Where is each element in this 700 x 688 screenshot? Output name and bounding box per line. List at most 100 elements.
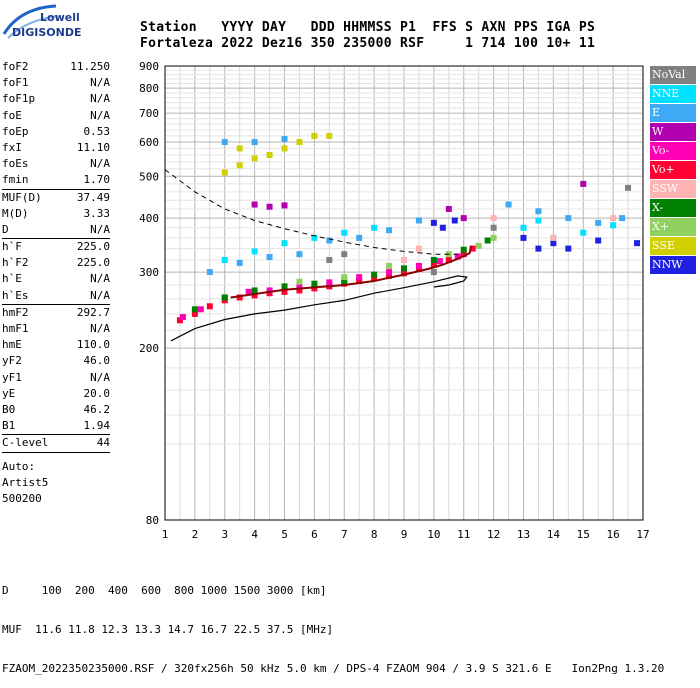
data-point-nnw — [439, 224, 446, 231]
parameter-value: N/A — [90, 76, 110, 90]
parameter-name: MUF(D) — [2, 190, 42, 204]
parameter-value: N/A — [90, 322, 110, 335]
data-point-noval — [490, 224, 497, 231]
data-point-sse — [236, 145, 243, 152]
footer-distance-row: D 100 200 400 600 800 1000 1500 3000 [km… — [2, 584, 327, 597]
parameter-row: yF1 N/A — [2, 370, 110, 386]
data-point-vo — [371, 275, 378, 282]
panel-separator — [2, 303, 110, 305]
data-point-nnw — [451, 217, 458, 224]
data-point-vo — [460, 251, 467, 258]
parameter-name: foEs — [2, 157, 29, 171]
legend-item: SSW — [650, 180, 696, 198]
digisonde-logo: Lowell DIGISONDE — [0, 0, 110, 60]
parameter-row: hmF1 N/A — [2, 321, 110, 337]
x-tick-label: 9 — [401, 528, 408, 541]
footer: D 100 200 400 600 800 1000 1500 3000 [km… — [2, 558, 664, 688]
data-point-nnw — [535, 245, 542, 252]
legend-item: X- — [650, 199, 696, 217]
parameter-row: B1 1.94 — [2, 418, 110, 434]
parameter-name: foF2 — [2, 60, 29, 73]
parameter-row: D N/A — [2, 222, 110, 238]
data-point-nne — [371, 224, 378, 231]
x-tick-label: 14 — [547, 528, 561, 541]
data-point-e — [535, 208, 542, 215]
data-point-vo — [179, 314, 186, 321]
data-point-noval — [341, 251, 348, 258]
legend-item: SSE — [650, 237, 696, 255]
footer-muf-row: MUF 11.6 11.8 12.3 13.3 14.7 16.7 22.5 3… — [2, 623, 334, 636]
parameter-name: h`F — [2, 240, 22, 254]
data-point-vo — [436, 258, 443, 265]
parameter-name: B1 — [2, 419, 16, 433]
y-tick-label: 500 — [139, 170, 159, 183]
data-point-ssw — [415, 245, 422, 252]
parameter-value: N/A — [90, 222, 110, 236]
data-point-vo — [386, 269, 393, 276]
parameter-value: 20.0 — [83, 386, 111, 400]
x-tick-label: 5 — [281, 528, 288, 541]
parameter-row: h`E N/A — [2, 271, 110, 287]
data-point-vo — [266, 287, 273, 294]
parameter-value: 37.49 — [76, 190, 110, 204]
data-point-vo — [469, 245, 476, 252]
y-tick-label: 200 — [139, 342, 159, 355]
parameter-row: foF1 N/A — [2, 75, 110, 91]
parameter-row: h`F 225.0 — [2, 239, 110, 255]
data-point-ssw — [610, 215, 617, 222]
parameter-value: 11.250 — [70, 60, 110, 73]
data-point-x — [341, 274, 348, 281]
parameter-row: MUF(D) 37.49 — [2, 190, 110, 206]
data-point-vo — [296, 283, 303, 290]
y-tick-label: 800 — [139, 82, 159, 95]
data-point-sse — [281, 145, 288, 152]
parameter-row: foF2 11.250 — [2, 59, 110, 75]
autoscaling-info: Auto: Artist5 500200 — [2, 459, 110, 507]
x-tick-label: 12 — [487, 528, 500, 541]
parameter-name: D — [2, 222, 9, 236]
legend-item: NoVal — [650, 66, 696, 84]
data-point-e — [206, 269, 213, 276]
data-point-sse — [221, 169, 228, 176]
data-point-w — [266, 203, 273, 210]
parameter-name: hmF1 — [2, 322, 29, 335]
data-point-e — [356, 234, 363, 241]
chart-points — [176, 132, 641, 324]
parameter-row: h`Es N/A — [2, 288, 110, 304]
y-tick-label: 400 — [139, 212, 159, 225]
parameter-value: 46.0 — [83, 354, 111, 368]
data-point-vo — [236, 294, 243, 301]
electron-density-profile — [230, 245, 473, 299]
y-tick-label: 900 — [139, 60, 159, 73]
data-point-noval — [326, 256, 333, 263]
data-point-vo — [445, 256, 452, 263]
data-point-e — [386, 227, 393, 234]
data-point-w — [281, 202, 288, 209]
logo-graphic: Lowell DIGISONDE — [2, 4, 81, 39]
x-tick-label: 13 — [517, 528, 530, 541]
logo-swoosh-icon — [2, 4, 57, 35]
parameter-row: fmin 1.70 — [2, 172, 110, 188]
legend-item: W — [650, 123, 696, 141]
data-point-e — [415, 217, 422, 224]
data-point-vo — [206, 303, 213, 310]
data-point-nne — [580, 229, 587, 236]
data-point-x — [221, 294, 228, 301]
data-point-vo — [356, 274, 363, 281]
parameter-name: fxI — [2, 140, 22, 154]
parameter-row: yE 20.0 — [2, 386, 110, 402]
parameter-value: N/A — [90, 157, 110, 171]
parameter-name: hmF2 — [2, 305, 29, 319]
panel-separator — [2, 238, 110, 240]
data-point-ssw — [550, 234, 557, 241]
data-point-vo — [430, 261, 437, 268]
data-point-e — [221, 139, 228, 146]
data-point-e — [326, 237, 333, 244]
parameter-name: foF1 — [2, 76, 29, 90]
parameter-name: h`E — [2, 272, 22, 286]
y-tick-label: 600 — [139, 136, 159, 149]
parameter-name: foF1p — [2, 92, 36, 106]
data-point-e — [595, 219, 602, 226]
data-point-ssw — [401, 256, 407, 263]
header: Station YYYY DAY DDD HHMMSS P1 FFS S AXN… — [140, 20, 595, 52]
